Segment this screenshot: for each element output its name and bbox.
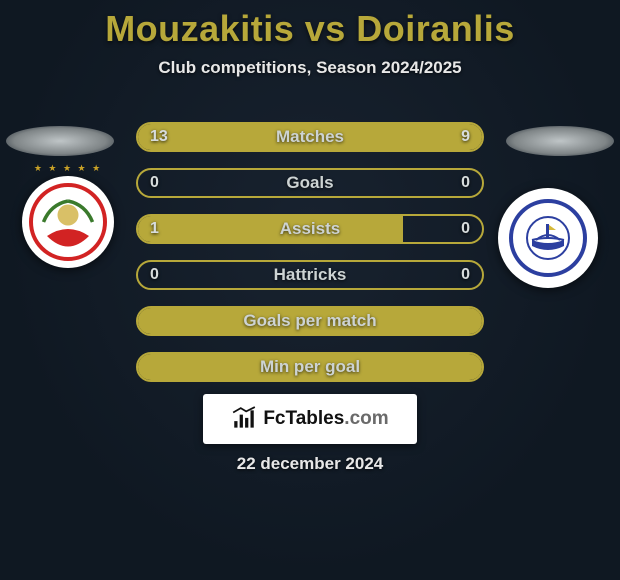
brand-logo: FcTables.com xyxy=(203,394,417,444)
stat-row: Goals per match xyxy=(136,306,484,336)
comparison-card: Mouzakitis vs Doiranlis Club competition… xyxy=(0,0,620,580)
brand-suffix: .com xyxy=(344,408,388,429)
bar-chart-icon xyxy=(231,406,257,432)
stat-label: Goals xyxy=(138,170,482,196)
stat-label: Min per goal xyxy=(138,354,482,380)
stat-bars: 139Matches 00Goals 10Assists 00Hattricks Goa… xyxy=(136,122,484,398)
crest-left-inner xyxy=(29,183,107,261)
ship-shield-icon xyxy=(526,216,570,260)
page-subtitle: Club competitions, Season 2024/2025 xyxy=(0,58,620,78)
club-crest-right xyxy=(498,188,598,288)
page-title: Mouzakitis vs Doiranlis xyxy=(0,0,620,50)
player-left-shadow xyxy=(6,126,114,156)
stat-label: Assists xyxy=(138,216,482,242)
stat-row: Min per goal xyxy=(136,352,484,382)
club-crest-left: ★ ★ ★ ★ ★ xyxy=(22,176,114,268)
brand-name: FcTables.com xyxy=(263,408,388,430)
stat-label: Hattricks xyxy=(138,262,482,288)
crest-right-inner xyxy=(509,199,587,277)
laurel-head-icon xyxy=(33,187,103,257)
stat-row: 00Hattricks xyxy=(136,260,484,290)
stat-row: 10Assists xyxy=(136,214,484,244)
stat-label: Matches xyxy=(138,124,482,150)
stat-row: 00Goals xyxy=(136,168,484,198)
stat-label: Goals per match xyxy=(138,308,482,334)
player-right-shadow xyxy=(506,126,614,156)
crest-stars-icon: ★ ★ ★ ★ ★ xyxy=(22,163,114,174)
brand-name-text: FcTables xyxy=(263,408,344,429)
stat-row: 139Matches xyxy=(136,122,484,152)
comparison-date: 22 december 2024 xyxy=(0,454,620,474)
